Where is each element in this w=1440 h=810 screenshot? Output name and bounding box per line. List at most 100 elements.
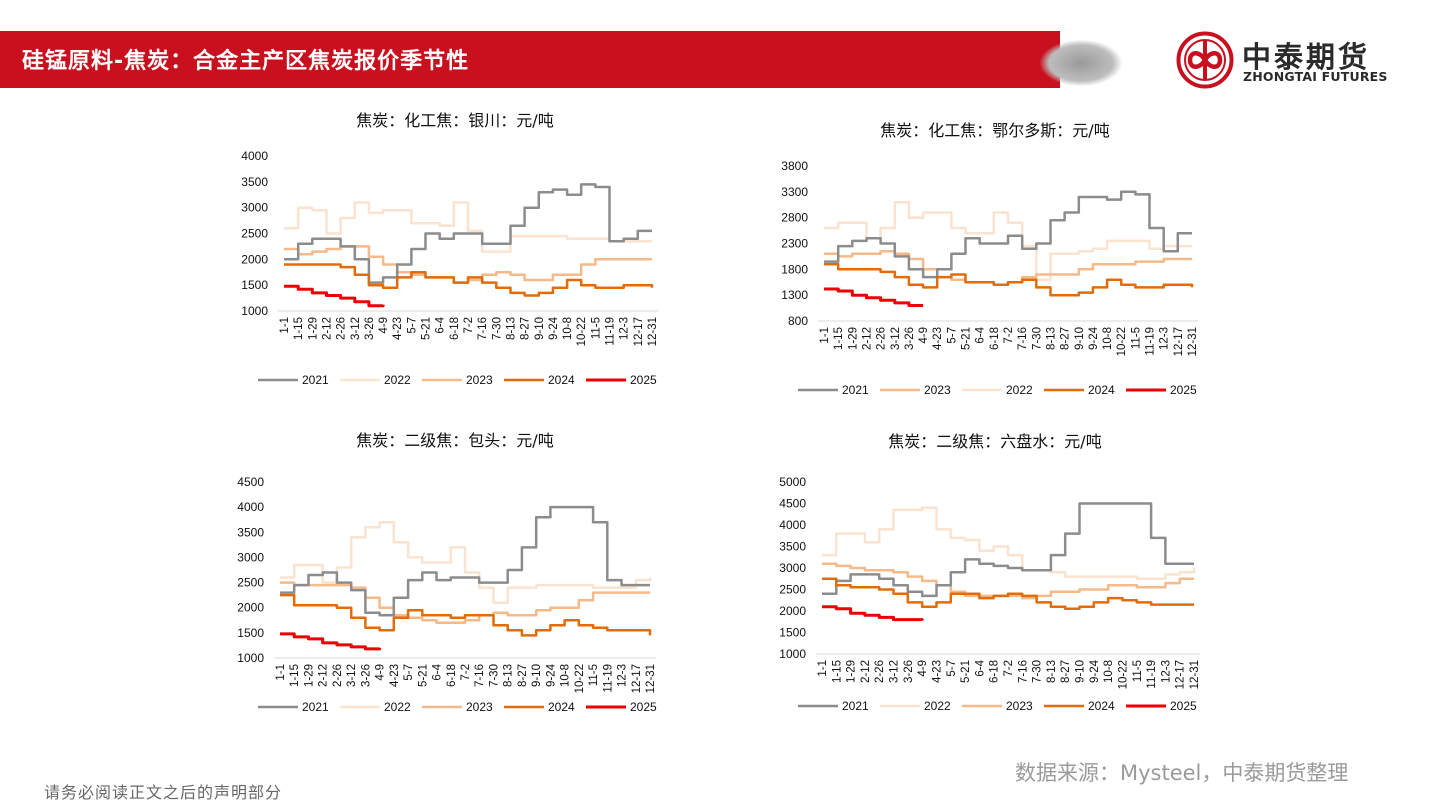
chart-liupanshui-ytick: 4000 (779, 518, 806, 532)
chart-ordos-title: 焦炭：化工焦：鄂尔多斯：元/吨 (880, 121, 1109, 140)
chart-ordos-xtick: 7-2 (1003, 327, 1015, 344)
chart-baotou-ytick: 1500 (237, 626, 264, 640)
chart-baotou-xtick: 7-16 (474, 664, 486, 687)
chart-baotou-legend-label-2023: 2023 (466, 700, 493, 714)
chart-yinchuan-xtick: 9-10 (534, 317, 546, 340)
chart-yinchuan-xtick: 7-2 (463, 317, 475, 334)
chart-baotou-xtick: 9-10 (531, 664, 543, 687)
chart-yinchuan-xtick: 11-5 (590, 317, 602, 339)
chart-ordos-xtick: 2-12 (861, 327, 873, 350)
chart-baotou-series-2024 (280, 593, 652, 637)
chart-liupanshui-ytick: 1000 (779, 647, 806, 661)
header-banner (0, 31, 1060, 88)
chart-yinchuan-xtick: 6-18 (449, 317, 461, 340)
chart-liupanshui-xtick: 5-21 (960, 660, 972, 683)
chart-ordos-ytick: 3800 (781, 159, 808, 173)
chart-baotou-xtick: 4-23 (389, 664, 401, 687)
chart-baotou-xtick: 6-18 (446, 664, 458, 687)
chart-liupanshui-xtick: 4-9 (917, 660, 929, 677)
chart-ordos-xtick: 6-18 (989, 327, 1001, 350)
page-title: 硅锰原料-焦炭：合金主产区焦炭报价季节性 (22, 49, 470, 74)
chart-ordos: 焦炭：化工焦：鄂尔多斯：元/吨 800 1300 1800 2300 2800 3300 38… (760, 110, 1230, 410)
chart-ordos-legend-label-2021: 2021 (842, 383, 869, 397)
chart-liupanshui-xtick: 3-26 (903, 660, 915, 683)
chart-baotou-xtick: 9-24 (545, 663, 557, 687)
chart-yinchuan-xtick: 9-24 (548, 316, 560, 340)
chart-yinchuan-xtick: 1-29 (307, 317, 319, 340)
chart-liupanshui-xtick: 3-12 (889, 660, 901, 683)
chart-ordos-xtick: 1-15 (833, 327, 845, 350)
chart-yinchuan-xtick: 7-30 (491, 317, 503, 340)
chart-yinchuan-ytick: 2000 (241, 252, 268, 266)
chart-liupanshui-svg: 焦炭：二级焦：六盘水：元/吨 1000 1500 2000 2500 3000 3500 40… (779, 432, 1201, 713)
chart-baotou-xtick: 11-5 (588, 664, 600, 686)
chart-ordos-xtick: 5-7 (946, 327, 958, 344)
chart-liupanshui-xtick: 10-8 (1103, 660, 1115, 683)
chart-ordos-ytick: 800 (788, 314, 808, 328)
chart-baotou: 焦炭：二级焦：包头：元/吨 1000 1500 2000 2500 3000 3500 400… (220, 420, 690, 720)
chart-liupanshui-ytick: 5000 (779, 475, 806, 489)
chart-ordos-xtick: 4-23 (932, 327, 944, 350)
chart-baotou-xtick: 6-4 (432, 663, 444, 680)
chart-yinchuan: 焦炭：化工焦：银川：元/吨 1000 1500 2000 2500 3000 3500 400… (220, 100, 690, 400)
chart-baotou-legend-label-2022: 2022 (384, 700, 411, 714)
chart-ordos-series-2024 (824, 262, 1194, 297)
chart-liupanshui-xtick: 6-4 (974, 659, 986, 676)
chart-baotou-xtick: 3-12 (346, 664, 358, 687)
chart-yinchuan-xtick: 12-3 (619, 317, 631, 340)
chart-baotou-xtick: 5-7 (403, 664, 415, 681)
chart-baotou-xtick: 8-13 (503, 664, 515, 687)
chart-yinchuan-xtick: 2-26 (336, 317, 348, 340)
chart-liupanshui-xtick: 11-19 (1146, 660, 1158, 689)
chart-ordos-xtick: 12-3 (1159, 327, 1171, 350)
logo-text-en: ZHONGTAI FUTURES (1243, 69, 1388, 84)
chart-baotou-xtick: 10-8 (560, 664, 572, 687)
chart-liupanshui-xtick: 1-15 (831, 660, 843, 683)
chart-liupanshui-xtick: 12-31 (1189, 660, 1201, 689)
chart-yinchuan-xtick: 10-22 (576, 317, 588, 346)
chart-ordos-xtick: 1-1 (819, 327, 831, 344)
chart-yinchuan-xtick: 6-4 (435, 316, 447, 333)
disclaimer-note: 请务必阅读正文之后的声明部分 (44, 783, 283, 802)
chart-liupanshui-title: 焦炭：二级焦：六盘水：元/吨 (888, 432, 1101, 451)
chart-ordos-series-2021 (824, 190, 1192, 279)
chart-liupanshui-xtick: 11-5 (1132, 660, 1144, 682)
chart-liupanshui-series-2024 (822, 577, 1194, 611)
chart-yinchuan-xtick: 1-1 (279, 317, 291, 334)
chart-baotou-title: 焦炭：二级焦：包头：元/吨 (356, 431, 553, 450)
header-banner-shadow (1040, 40, 1122, 86)
company-logo: 中泰期货 ZHONGTAI FUTURES (1176, 31, 1426, 91)
chart-baotou-xtick: 7-30 (488, 664, 500, 687)
chart-liupanshui-xtick: 9-10 (1075, 660, 1087, 683)
chart-ordos-xtick: 12-31 (1187, 327, 1199, 356)
chart-ordos-legend-label-2024: 2024 (1088, 383, 1115, 397)
chart-baotou-legend-label-2021: 2021 (302, 700, 329, 714)
chart-yinchuan-xtick: 1-15 (293, 317, 305, 340)
chart-liupanshui-ytick: 3500 (779, 540, 806, 554)
chart-baotou-ytick: 3000 (237, 550, 264, 564)
chart-liupanshui-xtick: 7-2 (1003, 660, 1015, 677)
chart-liupanshui-xtick: 7-16 (1017, 660, 1029, 683)
chart-liupanshui-xtick: 9-24 (1089, 659, 1101, 683)
chart-ordos-xtick: 11-5 (1130, 327, 1142, 349)
chart-ordos-ytick: 2300 (781, 237, 808, 251)
chart-liupanshui-ytick: 1500 (779, 626, 806, 640)
chart-baotou-xtick: 3-26 (360, 664, 372, 687)
chart-yinchuan-title: 焦炭：化工焦：银川：元/吨 (356, 111, 553, 130)
chart-liupanshui-legend-label-2021: 2021 (842, 699, 869, 713)
chart-yinchuan-xtick: 2-12 (321, 317, 333, 340)
data-source-note: 数据来源：Mysteel，中泰期货整理 (1015, 761, 1349, 785)
chart-yinchuan-ytick: 1500 (241, 278, 268, 292)
chart-yinchuan-ytick: 3500 (241, 175, 268, 189)
chart-liupanshui-xtick: 10-22 (1117, 660, 1129, 689)
chart-ordos-ytick: 1800 (781, 262, 808, 276)
chart-liupanshui-xtick: 12-17 (1175, 660, 1187, 689)
chart-yinchuan-xtick: 5-7 (406, 317, 418, 334)
chart-yinchuan-ytick: 2500 (241, 227, 268, 241)
chart-ordos-xtick: 10-22 (1116, 327, 1128, 356)
chart-baotou-ytick: 2000 (237, 601, 264, 615)
chart-ordos-legend-label-2023: 2023 (924, 383, 951, 397)
chart-liupanshui-xtick: 1-29 (846, 660, 858, 683)
chart-yinchuan-xtick: 7-16 (477, 317, 489, 340)
chart-baotou-legend-label-2025: 2025 (630, 700, 657, 714)
